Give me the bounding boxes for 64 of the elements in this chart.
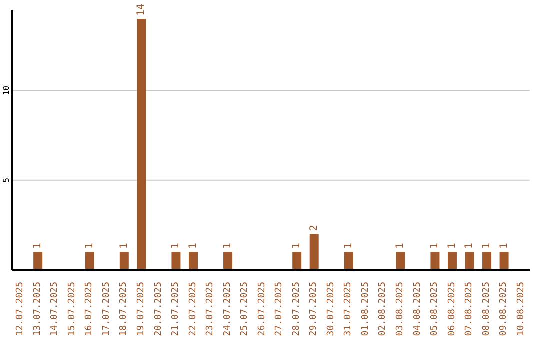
x-tick-label: 26.07.2025 [257, 282, 268, 336]
data-label: 1 [482, 243, 493, 250]
data-label: 1 [292, 243, 303, 250]
x-tick-label: 20.07.2025 [154, 282, 164, 336]
x-tick-label: 28.07.2025 [292, 282, 302, 336]
bar [188, 252, 198, 270]
data-label: 1 [188, 243, 199, 250]
x-tick-label: 25.07.2025 [240, 282, 250, 336]
x-tick-label: 06.08.2025 [447, 282, 458, 336]
x-tick-label: 22.07.2025 [188, 282, 198, 336]
bar [224, 252, 233, 270]
x-tick-label: 23.07.2025 [206, 282, 216, 336]
data-label: 1 [84, 243, 96, 250]
x-tick-label: 27.07.2025 [274, 282, 285, 336]
bar [465, 252, 474, 270]
bar [430, 252, 440, 270]
x-tick-label: 30.07.2025 [326, 282, 336, 336]
x-tick-label: 17.07.2025 [102, 282, 112, 336]
data-label: 1 [343, 243, 354, 250]
x-tick-label: 18.07.2025 [119, 282, 130, 336]
x-tick-label: 08.08.2025 [482, 282, 492, 336]
y-tick-label: 10 [2, 86, 11, 96]
data-label: 1 [222, 243, 234, 250]
x-tick-label: 31.07.2025 [344, 282, 354, 336]
x-tick-label: 02.08.2025 [378, 282, 388, 336]
bar [85, 252, 94, 270]
bar [482, 252, 492, 270]
x-tick-label: 12.07.2025 [16, 282, 26, 336]
x-tick-label: 16.07.2025 [84, 282, 95, 336]
data-label: 14 [136, 4, 148, 16]
x-tick-label: 05.08.2025 [430, 282, 440, 336]
bar [344, 252, 354, 270]
bar [34, 252, 43, 270]
x-tick-label: 10.08.2025 [516, 282, 526, 336]
data-label: 2 [308, 225, 320, 232]
x-tick-label: 13.07.2025 [32, 282, 43, 336]
x-tick-label: 01.08.2025 [360, 282, 371, 336]
x-tick-label: 14.07.2025 [50, 282, 60, 336]
data-label: 1 [464, 243, 476, 250]
bar [396, 252, 406, 270]
x-tick-label: 04.08.2025 [412, 282, 423, 336]
bar [448, 252, 457, 270]
data-label: 1 [430, 243, 441, 250]
y-tick-label: 5 [2, 178, 11, 183]
data-label: 1 [170, 243, 182, 250]
x-tick-label: 09.08.2025 [499, 282, 510, 336]
data-label: 1 [498, 243, 510, 250]
bar [137, 18, 146, 270]
x-tick-label: 21.07.2025 [171, 282, 182, 336]
x-tick-label: 19.07.2025 [136, 282, 146, 336]
x-tick-label: 29.07.2025 [309, 282, 320, 336]
x-tick-label: 15.07.2025 [67, 282, 78, 336]
x-tick-label: 07.08.2025 [464, 282, 475, 336]
bar [120, 252, 129, 270]
x-tick-label: 24.07.2025 [222, 282, 233, 336]
data-label: 1 [32, 243, 44, 250]
bar [310, 234, 319, 270]
bar [500, 252, 509, 270]
bar [172, 252, 181, 270]
data-label: 1 [118, 243, 130, 250]
data-label: 1 [395, 243, 406, 250]
x-tick-label: 03.08.2025 [396, 282, 406, 336]
bar [292, 252, 302, 270]
data-label: 1 [446, 243, 458, 250]
